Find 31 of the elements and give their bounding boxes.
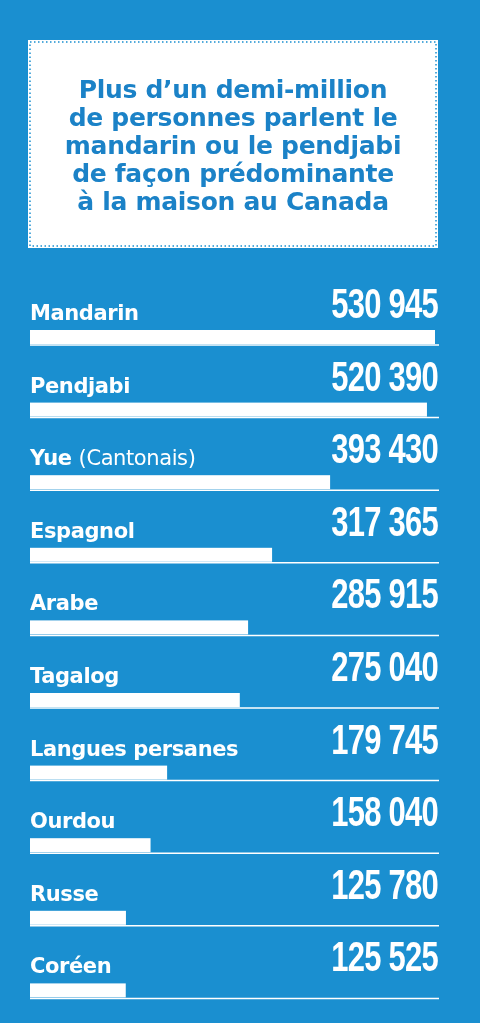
data-label: 317 365 <box>331 496 439 545</box>
chart-title: Plus d’un demi-million de personnes parlent le mandarin ou le pendjabi de façon prédominante à la maison au Canada <box>64 75 402 216</box>
data-label: 393 430 <box>331 424 439 473</box>
bar <box>30 983 126 998</box>
data-label: 179 745 <box>331 714 439 763</box>
data-label: 125 525 <box>331 932 439 981</box>
y-tick-label: Mandarin <box>30 301 139 325</box>
y-tick-label: Pendjabi <box>30 373 131 398</box>
bar <box>30 402 427 417</box>
data-label: 275 040 <box>331 641 439 691</box>
y-tick-label: Arabe <box>30 591 99 616</box>
data-label: 520 390 <box>331 351 439 400</box>
bar <box>30 620 249 635</box>
bar <box>30 765 168 780</box>
y-tick-label: Langues persanes <box>30 736 239 761</box>
y-tick-label: Yue (Cantonais) <box>29 446 196 471</box>
data-label: 125 780 <box>331 859 439 908</box>
y-tick-label: Espagnol <box>30 518 135 543</box>
data-label: 530 945 <box>331 278 439 328</box>
bar <box>30 475 331 490</box>
data-label: 158 040 <box>331 787 439 836</box>
bar <box>30 330 435 344</box>
y-tick-label: Ourdou <box>30 809 116 834</box>
data-label: 285 915 <box>331 569 439 618</box>
bar <box>30 838 151 853</box>
bar <box>30 693 240 707</box>
y-tick-label: Russe <box>30 881 99 906</box>
bar <box>30 910 126 925</box>
bar <box>30 547 273 562</box>
y-tick-label: Coréen <box>30 954 112 979</box>
y-tick-label: Tagalog <box>30 664 119 688</box>
